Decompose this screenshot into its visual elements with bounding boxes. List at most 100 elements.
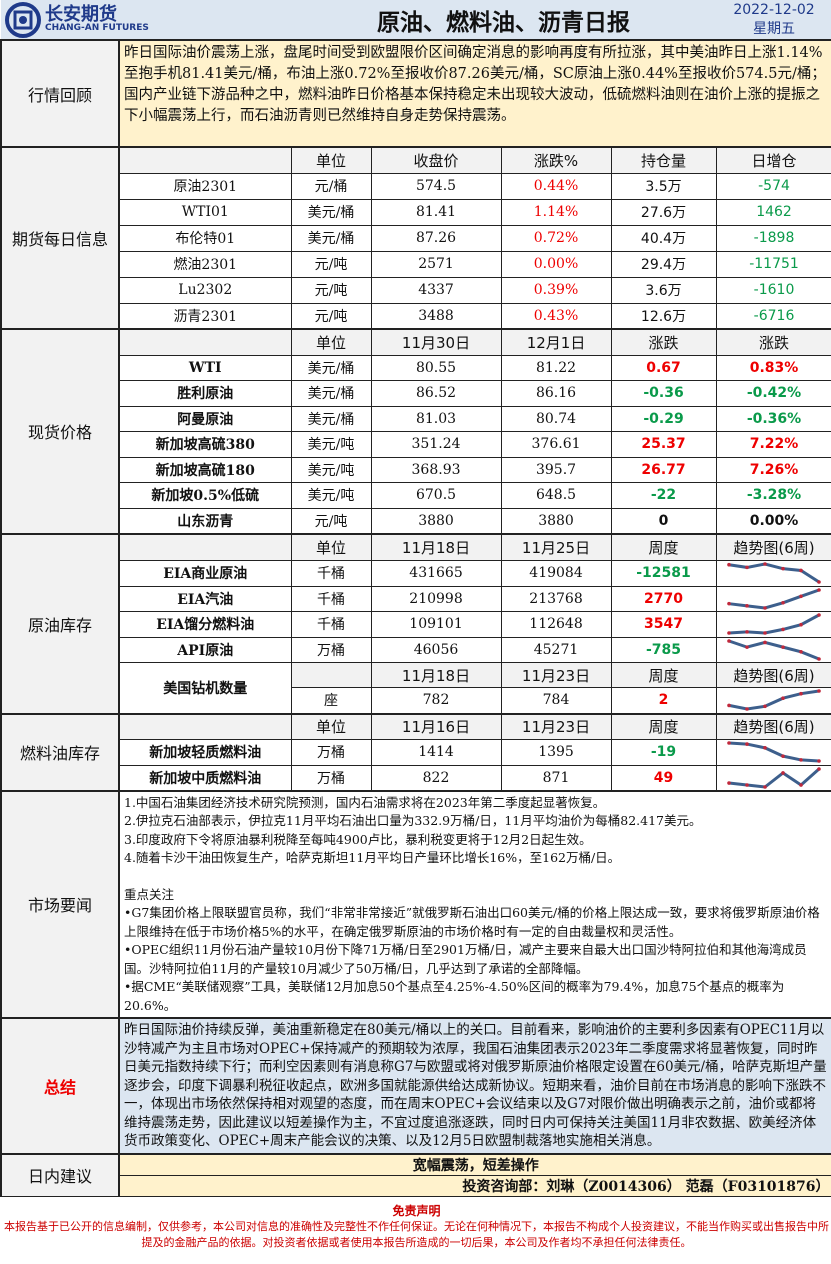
summary-text: 昨日国际油价持续反弹，美油重新稳定在80美元/桶以上的关口。目前看来，影响油价的… [118,1017,831,1154]
cell: 29.4万 [610,250,717,278]
table-row: 新加坡0.5%低硫 美元/吨 670.5 648.5 -22 -3.28% [1,482,831,509]
focus-item: •G7集团价格上限联盟官员称，我们“非常非常接近”就俄罗斯石油出口60美元/桶的… [124,905,820,939]
cell: 元/桶 [290,172,372,200]
column-header: 趋势图(6周) [715,712,831,740]
cell: 648.5 [500,482,612,509]
column-header [118,328,292,356]
cell: 112648 [500,611,612,638]
disclaimer: 免责声明 本报告基于已公开的信息编制，仅供参考，本公司对信息的准确性及完整性不作任… [1,1196,831,1264]
cell: -0.42% [715,380,831,407]
trend-point [799,758,803,762]
column-header: 收盘价 [370,146,502,174]
column-header: 持仓量 [610,146,717,174]
cell: 0.44% [500,172,612,200]
cell: 210998 [370,585,502,612]
focus-item: •OPEC组织11月份石油产量较10月份下降71万桶/日至2901万桶/日，减产… [124,942,807,976]
trend-point [781,567,785,571]
column-header: 趋势图(6周) [715,532,831,561]
cell: 871 [500,764,612,791]
disclaimer-row: 免责声明 本报告基于已公开的信息编制，仅供参考，本公司对信息的准确性及完整性不作任… [1,1196,831,1264]
column-header: 11月18日 [370,532,502,561]
cell: 86.16 [500,380,612,407]
cell: 千桶 [290,585,372,612]
trend-point [799,782,803,787]
column-header: 11月25日 [500,532,612,561]
trend-line [728,639,820,661]
cell: 782 [370,687,502,714]
cell: EIA商业原油 [118,560,292,587]
trend-point [763,640,767,644]
author-row: 投资咨询部：刘琳（Z0014306） 范磊（F03101876） [1,1174,831,1197]
cell: 3880 [500,507,612,534]
trend-point [799,692,803,696]
cell: Lu2302 [118,276,292,304]
column-header: 单位 [290,146,372,174]
cell: 美元/吨 [290,456,372,483]
news-item: 3.印度政府下令将原油暴利税降至每吨4900卢比，暴利税变更将于12月2日起生效… [124,831,592,847]
table-row: EIA馏分燃料油 千桶 109101 112648 3547 [1,611,831,638]
cell: -0.29 [610,405,717,432]
cell: 3547 [610,611,717,638]
column-header-row: 期货每日信息 单位 收盘价 涨跌% 持仓量 日增仓 [0,146,831,330]
cell: 山东沥青 [118,507,292,534]
news-item: 4.随着卡沙干油田恢复生产，哈萨克斯坦11月平均日产量环比增长16%，至162万… [124,850,621,865]
column-header: 11月23日 [500,712,612,740]
column-header [290,662,372,688]
trend-point [745,742,749,747]
cell: 213768 [500,585,612,612]
cell: 1462 [715,198,831,226]
advice-text: 宽幅震荡，短差操作 [118,1152,831,1176]
table-row: 新加坡中质燃料油 万桶 822 871 49 [1,764,831,791]
cell: 81.41 [370,198,502,226]
logo-cn: 长安期货 [45,4,117,25]
cell: 3880 [370,507,502,534]
focus-title: 重点关注 [124,886,175,902]
trend-chart [715,560,831,587]
review-row: 行情回顾 昨日国际油价震荡上涨，盘尾时间受到欧盟限价区间确定消息的影响再度有所拉… [0,39,831,148]
table-row: WTI 美元/桶 80.55 81.22 0.67 0.83% [1,354,831,381]
cell: 46056 [370,636,502,663]
table-row: 新加坡轻质燃料油 万桶 1414 1395 -19 [1,739,831,766]
cell: 2571 [370,250,502,278]
trend-point [781,754,785,759]
trend-point [799,649,803,654]
column-header: 单位 [290,328,372,356]
column-header: 周度 [610,532,717,561]
news-item: 2.伊拉克石油部表示，伊拉克11月平均石油出口量为332.9万桶/日，11月平均… [124,813,702,828]
cell: 27.6万 [610,198,717,226]
cell: API原油 [118,636,292,663]
trend-point [745,707,749,712]
cell: 0.67 [610,354,717,381]
cell: 0.00% [715,507,831,534]
section-label: 原油库存 [0,532,120,714]
trend-point [727,741,731,746]
news-row: 市场要闻 1.中国石油集团经济技术研究院预测，国内石油需求将在2023年第二季度起… [0,789,831,1019]
sparkline [727,613,821,636]
cell: -12581 [610,560,717,587]
section-label: 期货每日信息 [0,146,120,330]
column-header: 11月30日 [370,328,502,356]
trend-point [763,784,767,789]
news-item: 1.中国石油集团经济技术研究院预测，国内石油需求将在2023年第二季度起显著恢复… [124,794,606,810]
report-date: 2022-12-02 [733,1,815,18]
cell: 1395 [500,739,612,766]
cell: 80.55 [370,354,502,381]
trend-point [817,613,821,618]
cell: 40.4万 [610,224,717,252]
table-row: 新加坡高硫180 美元/吨 368.93 395.7 26.77 7.26% [1,456,831,483]
column-header-row: 现货价格 单位 11月30日 12月1日 涨跌 涨跌 [0,328,831,534]
cell: 670.5 [370,482,502,509]
column-header: 11月23日 [500,662,612,688]
cell: 86.52 [370,380,502,407]
cell: 45271 [500,636,612,663]
sparkline [727,689,821,712]
sparkline [727,766,821,789]
cell: 座 [290,687,372,714]
cell: 新加坡中质燃料油 [118,764,292,791]
column-header: 涨跌 [715,328,831,356]
cell: 3.5万 [610,172,717,200]
column-header [118,146,292,174]
trend-point [817,656,821,661]
trend-point [727,601,731,606]
